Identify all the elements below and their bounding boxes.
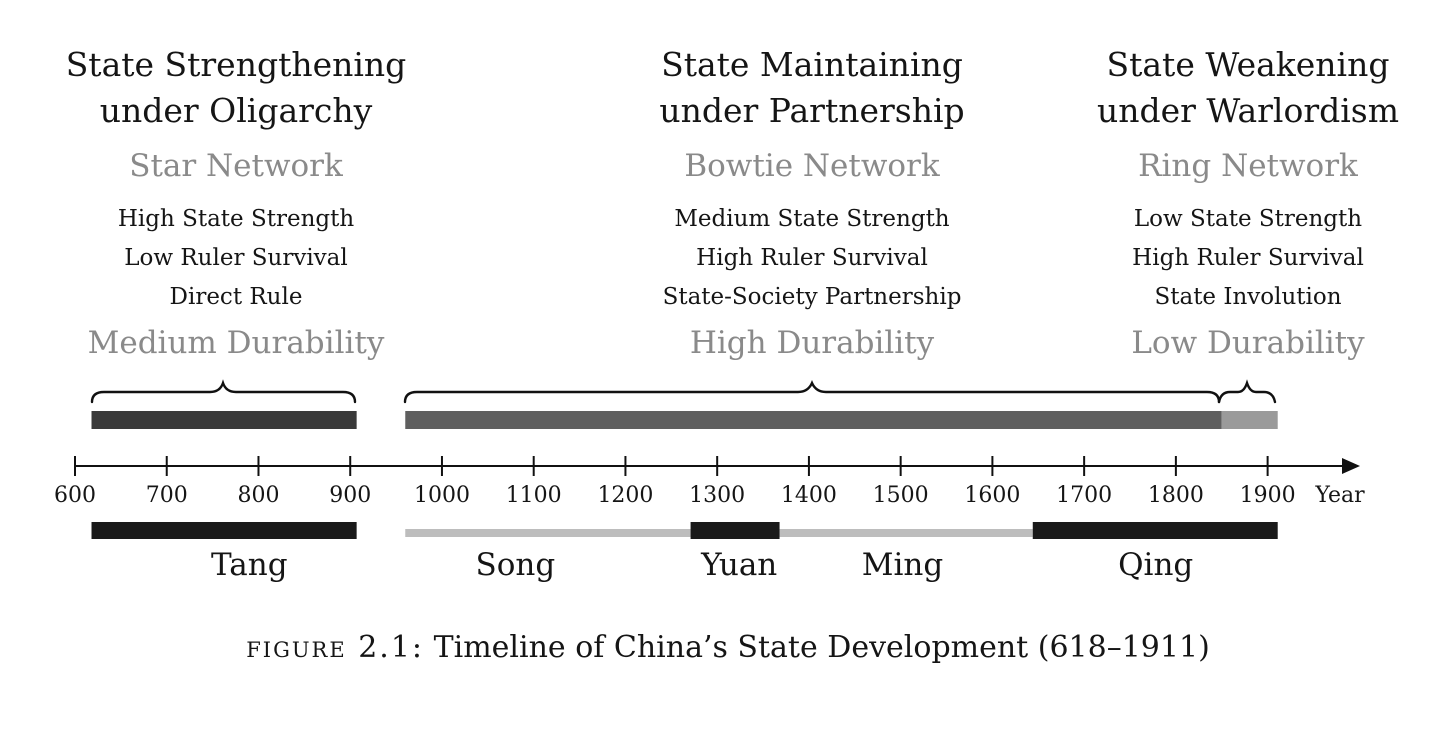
dynasty-label-ming: Ming — [861, 547, 944, 583]
phase-attributes-warlordism: Low State Strength High Ruler Survival S… — [1132, 200, 1364, 317]
dynasty-bars — [91, 522, 1278, 539]
phase-network-bowtie: Bowtie Network — [684, 148, 940, 184]
durability-bar-2 — [1221, 411, 1278, 429]
phase-durability-low: Low Durability — [1131, 325, 1365, 361]
tick-label-1000: 1000 — [413, 483, 470, 508]
phase-warlordism: State Weakening under Warlordism — [1097, 42, 1399, 134]
year-axis — [75, 458, 1360, 474]
dynasty-label-song: Song — [475, 547, 556, 583]
phase-title-line2: under Partnership — [659, 91, 965, 130]
durability-bar-1 — [405, 411, 1222, 429]
attribute-state-strength: High State Strength — [117, 206, 355, 232]
dynasty-bar-ming — [779, 529, 1033, 537]
phase-attributes-oligarchy: High State Strength Low Ruler Survival D… — [118, 200, 354, 317]
axis-ticks — [74, 456, 1269, 476]
tick-label-1500: 1500 — [872, 483, 929, 508]
phase-title-line1: State Weakening — [1106, 45, 1390, 84]
dynasty-label-tang: Tang — [211, 547, 288, 583]
tick-label-1900: 1900 — [1239, 483, 1296, 508]
tick-label-1100: 1100 — [505, 483, 562, 508]
durability-bar-0 — [91, 411, 357, 429]
attribute-ruler-survival: High Ruler Survival — [1132, 245, 1364, 271]
phase-durability-medium: Medium Durability — [87, 325, 385, 361]
phase-title-line2: under Warlordism — [1096, 91, 1400, 130]
tick-label-1400: 1400 — [780, 483, 837, 508]
tick-label-1800: 1800 — [1147, 483, 1204, 508]
phase-partnership: State Maintaining under Partnership — [659, 42, 964, 134]
phase-title-line1: State Maintaining — [661, 45, 963, 84]
phase-network-ring: Ring Network — [1138, 148, 1358, 184]
phase-network-star: Star Network — [129, 148, 343, 184]
phase-title-line2: under Oligarchy — [99, 91, 373, 130]
tick-label-900: 900 — [329, 483, 372, 508]
brace-warlordism — [1217, 379, 1277, 404]
phase-title-line1: State Strengthening — [65, 45, 407, 84]
dynasty-label-qing: Qing — [1118, 547, 1194, 583]
durability-bars — [91, 411, 1278, 429]
tick-label-1600: 1600 — [964, 483, 1021, 508]
dynasty-label-yuan: Yuan — [701, 547, 778, 583]
figure-number: figure 2.1: — [246, 630, 425, 665]
brace-partnership — [403, 380, 1221, 404]
durability-braces — [90, 379, 1277, 404]
attribute-rule-type: State Involution — [1154, 284, 1342, 310]
phase-durability-high: High Durability — [689, 325, 935, 361]
attribute-rule-type: Direct Rule — [169, 284, 303, 310]
attribute-ruler-survival: Low Ruler Survival — [124, 245, 348, 271]
figure-caption: figure 2.1: Timeline of China’s State De… — [0, 630, 1456, 665]
dynasty-bar-tang — [91, 522, 357, 539]
tick-label-800: 800 — [237, 483, 280, 508]
tick-label-1700: 1700 — [1056, 483, 1113, 508]
phase-oligarchy: State Strengthening under Oligarchy — [66, 42, 407, 134]
axis-arrow-icon — [1342, 458, 1360, 474]
tick-label-1300: 1300 — [689, 483, 746, 508]
phase-attributes-partnership: Medium State Strength High Ruler Surviva… — [663, 200, 962, 317]
attribute-state-strength: Medium State Strength — [674, 206, 950, 232]
brace-oligarchy — [90, 379, 357, 404]
attribute-rule-type: State-Society Partnership — [662, 284, 962, 310]
tick-label-600: 600 — [54, 483, 96, 508]
dynasty-bar-song — [405, 529, 691, 537]
tick-label-1200: 1200 — [597, 483, 654, 508]
figure-title: Timeline of China’s State Development (6… — [424, 630, 1210, 665]
axis-unit-label: Year — [1315, 483, 1365, 508]
attribute-ruler-survival: High Ruler Survival — [696, 245, 928, 271]
tick-label-700: 700 — [145, 483, 188, 508]
dynasty-bar-qing — [1032, 522, 1278, 539]
attribute-state-strength: Low State Strength — [1133, 206, 1363, 232]
dynasty-bar-yuan — [690, 522, 780, 539]
